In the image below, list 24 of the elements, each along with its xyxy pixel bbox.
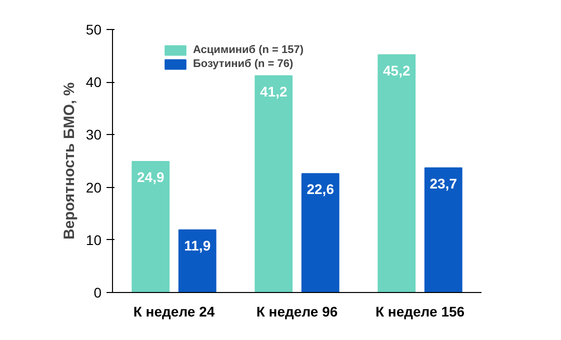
data-label: 24,9 — [137, 169, 164, 186]
y-tick-label: 0 — [94, 284, 102, 300]
bar — [132, 161, 170, 292]
legend-label: Асциминиб (n = 157) — [193, 44, 304, 56]
y-tick-label: 40 — [86, 74, 102, 90]
bar — [178, 229, 216, 292]
data-label: 45,2 — [383, 62, 410, 78]
bar — [301, 173, 340, 292]
data-label: 23,7 — [430, 175, 458, 192]
y-axis-title: Вероятность БМО, % — [60, 82, 78, 240]
data-label: 22,6 — [306, 181, 334, 198]
data-label: 11,9 — [184, 237, 211, 254]
data-label: 41,2 — [260, 83, 288, 100]
legend-label: Бозутиниб (n = 76) — [193, 58, 294, 70]
bar — [424, 167, 462, 292]
y-tick-label: 30 — [86, 126, 102, 143]
x-tick-label: К неделе 24 — [133, 304, 215, 320]
y-tick-label: 50 — [86, 22, 102, 38]
y-tick-label: 10 — [86, 232, 102, 248]
bar — [254, 75, 293, 292]
x-tick-label: К неделе 156 — [375, 304, 465, 320]
bar — [378, 54, 416, 292]
x-tick-label: К неделе 96 — [256, 304, 338, 320]
y-tick-label: 20 — [86, 179, 102, 196]
